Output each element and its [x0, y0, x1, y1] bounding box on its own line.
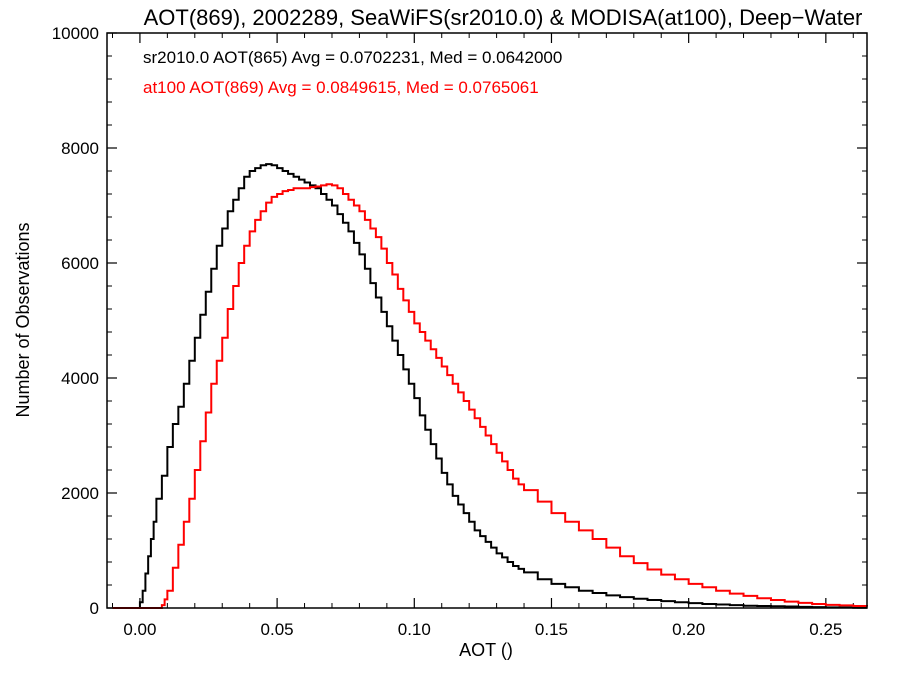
series-layer	[112, 163, 868, 609]
annotation-sr2010: sr2010.0 AOT(865) Avg = 0.0702231, Med =…	[143, 48, 562, 67]
x-tick-label: 0.25	[809, 620, 842, 639]
y-tick-label: 2000	[61, 484, 99, 503]
y-tick-label: 10000	[52, 24, 99, 43]
y-tick-label: 8000	[61, 139, 99, 158]
series-line-at100	[112, 183, 868, 609]
y-tick-label: 6000	[61, 254, 99, 273]
annotation-at100: at100 AOT(869) Avg = 0.0849615, Med = 0.…	[143, 78, 539, 97]
axis-ticks: 0.00 0.05 0.10 0.15 0.20 0.25 0 2000 4000 6000 800…	[52, 24, 867, 639]
series-line-sr2010	[112, 163, 867, 609]
y-axis-label: Number of Observations	[13, 222, 33, 417]
x-tick-label: 0.15	[535, 620, 568, 639]
x-axis-label: AOT ()	[459, 640, 513, 660]
x-tick-label: 0.10	[398, 620, 431, 639]
y-tick-label: 4000	[61, 369, 99, 388]
x-tick-label: 0.05	[261, 620, 294, 639]
y-tick-label: 0	[90, 599, 99, 618]
x-tick-label: 0.20	[672, 620, 705, 639]
chart-title: AOT(869), 2002289, SeaWiFS(sr2010.0) & M…	[144, 5, 863, 30]
plot-frame	[106, 32, 868, 609]
x-tick-label: 0.00	[123, 620, 156, 639]
